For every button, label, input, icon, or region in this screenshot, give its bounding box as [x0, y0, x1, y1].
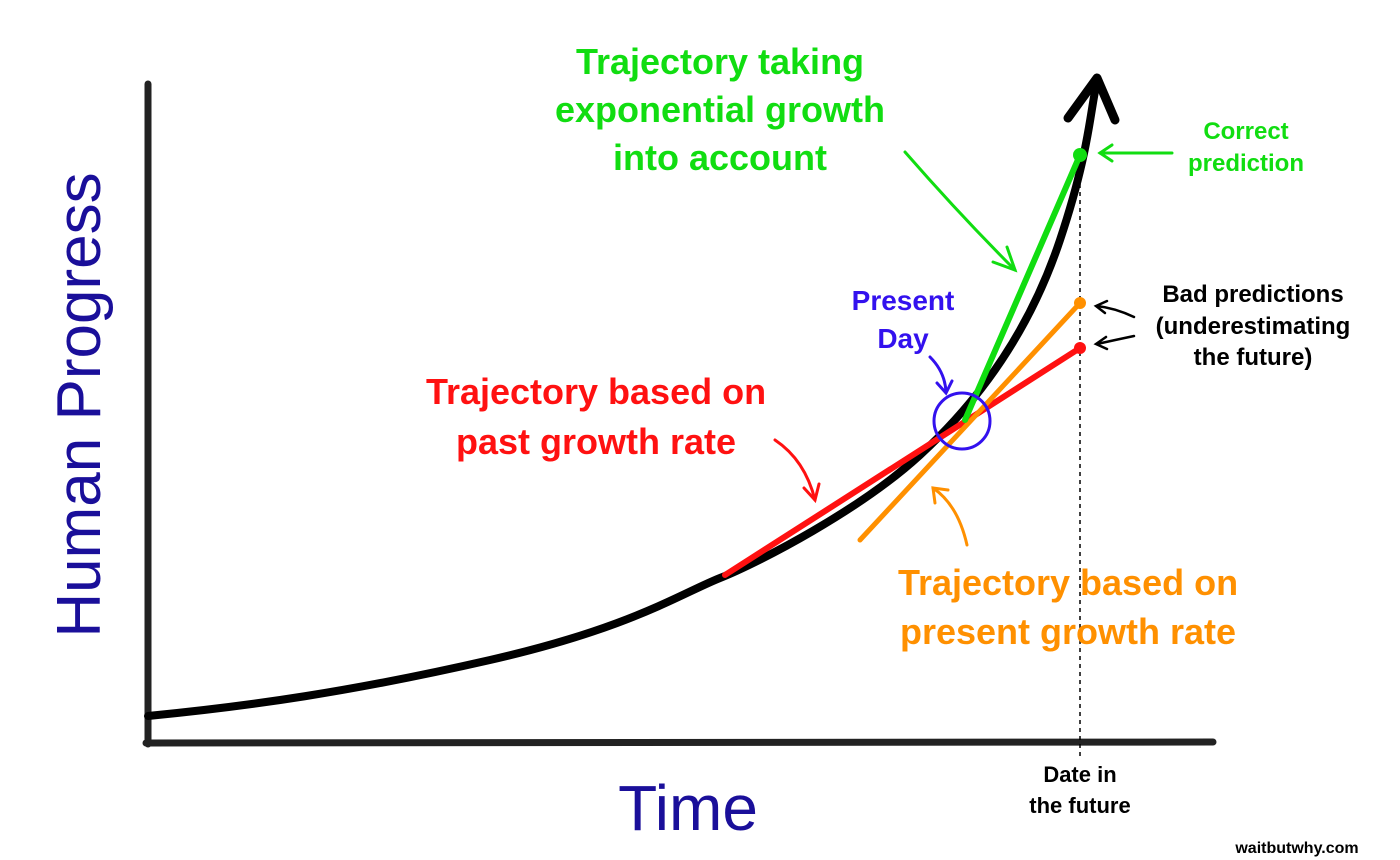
exponential-label: Trajectory taking exponential growth int… — [555, 41, 885, 178]
present-day-arrow — [928, 355, 954, 396]
bad-predictions-label: Bad predictions (underestimating the fut… — [1156, 281, 1351, 371]
past-rate-line — [722, 345, 1083, 578]
present-day-circle — [932, 391, 992, 451]
past-rate-point — [1074, 342, 1086, 354]
exponential-label-line: Trajectory taking — [576, 41, 864, 82]
future-date-label-line: the future — [1029, 793, 1130, 818]
present-rate-arrow — [931, 486, 969, 547]
future-date-label: Date in the future — [1029, 762, 1130, 818]
credit: waitbutwhy.com — [1234, 840, 1358, 857]
x-axis — [142, 738, 1217, 747]
bad-predictions-label-line: Bad predictions — [1162, 281, 1343, 308]
past-rate-label-line: past growth rate — [456, 421, 736, 462]
y-axis-label: Human Progress — [45, 172, 114, 637]
exponential-line — [962, 152, 1083, 423]
present-day-label-line: Present — [852, 285, 955, 316]
present-rate-point — [1074, 297, 1086, 309]
present-rate-label-line: present growth rate — [900, 611, 1236, 652]
x-axis-label: Time — [618, 772, 758, 844]
progress-curve — [144, 78, 1101, 720]
present-day-label: Present Day — [852, 285, 955, 354]
present-rate-line — [857, 300, 1083, 543]
past-rate-arrow — [773, 438, 821, 504]
future-date-label-line: Date in — [1043, 762, 1116, 787]
present-rate-label: Trajectory based on present growth rate — [898, 562, 1238, 652]
bad-predictions-label-line: (underestimating — [1156, 313, 1351, 340]
correct-point — [1073, 148, 1087, 162]
correct-label: Correct prediction — [1188, 118, 1304, 177]
progress-arrowhead — [1063, 73, 1120, 125]
exponential-arrow — [903, 150, 1018, 273]
correct-label-line: prediction — [1188, 150, 1304, 177]
exponential-label-line: exponential growth — [555, 89, 885, 130]
present-rate-label-line: Trajectory based on — [898, 562, 1238, 603]
correct-label-line: Correct — [1203, 118, 1288, 145]
correct-arrow — [1097, 143, 1174, 163]
present-day-label-line: Day — [877, 323, 929, 354]
bad-predictions-label-line: the future) — [1194, 344, 1313, 371]
past-rate-label: Trajectory based on past growth rate — [426, 371, 766, 462]
past-rate-label-line: Trajectory based on — [426, 371, 766, 412]
exponential-label-line: into account — [613, 137, 827, 178]
bad-prediction-arrows — [1093, 299, 1136, 351]
